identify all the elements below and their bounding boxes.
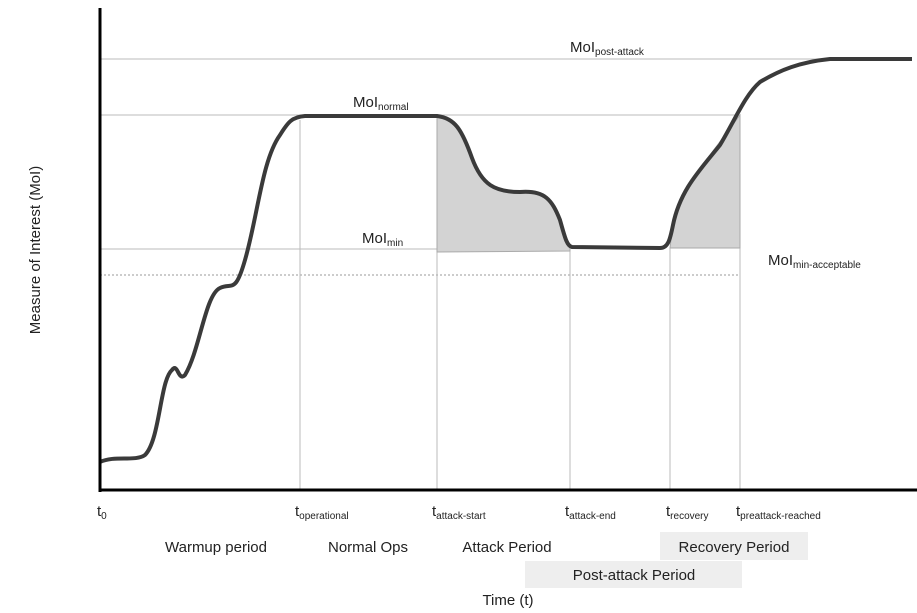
x-axis-label: Time (t)	[482, 592, 533, 609]
y-axis-label: Measure of Interest (MoI)	[27, 166, 44, 334]
moi-curve	[99, 57, 912, 464]
period-label: Post-attack Period	[573, 567, 696, 584]
time-label: tpreattack-reached	[736, 503, 821, 522]
period-label: Recovery Period	[679, 539, 790, 556]
time-label: trecovery	[666, 503, 709, 522]
level-label: MoImin	[362, 230, 403, 249]
time-label: t0	[97, 503, 107, 522]
period-label: Normal Ops	[328, 539, 408, 556]
period-box	[660, 532, 808, 560]
time-label: tattack-end	[565, 503, 616, 522]
time-label: toperational	[295, 503, 349, 522]
level-label: MoImin-acceptable	[768, 252, 861, 271]
loss-area	[436, 115, 571, 253]
level-label: MoIpost-attack	[570, 39, 645, 58]
period-box	[525, 561, 742, 588]
period-label: Attack Period	[462, 539, 551, 556]
period-label: Warmup period	[165, 539, 267, 556]
time-label: tattack-start	[432, 503, 486, 522]
level-label: MoInormal	[353, 94, 409, 113]
recovery-area	[669, 113, 741, 249]
